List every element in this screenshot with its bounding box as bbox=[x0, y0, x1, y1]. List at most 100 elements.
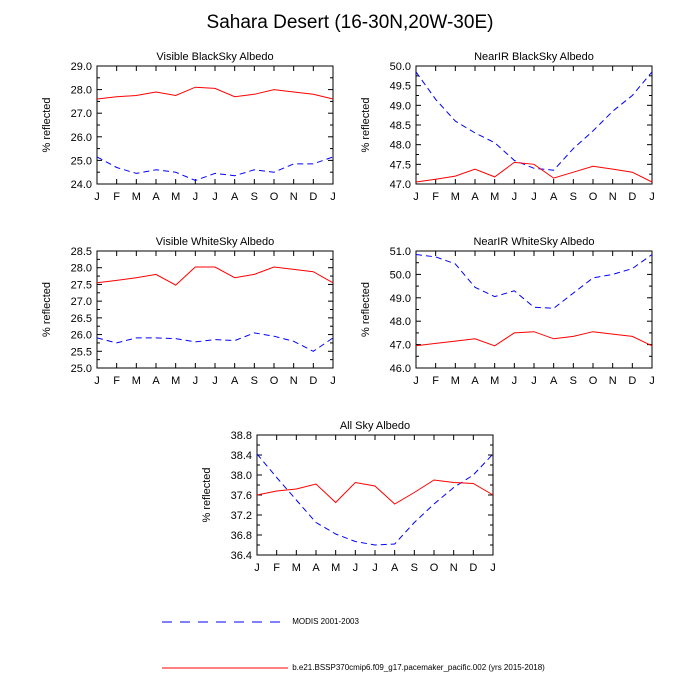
x-tick-label: A bbox=[471, 375, 479, 387]
panel-title: NearIR WhiteSky Albedo bbox=[473, 236, 594, 248]
x-tick-label: J bbox=[413, 191, 419, 203]
x-tick-label: J bbox=[330, 375, 336, 387]
x-tick-label: F bbox=[113, 375, 120, 387]
x-tick-label: A bbox=[231, 375, 239, 387]
x-tick-label: N bbox=[609, 375, 617, 387]
plot-frame bbox=[415, 65, 653, 185]
x-tick-label: D bbox=[628, 375, 636, 387]
y-tick-label: 27.0 bbox=[71, 108, 92, 120]
plot-frame bbox=[415, 250, 653, 369]
x-tick-label: F bbox=[273, 562, 280, 574]
legend-swatch-modis bbox=[162, 621, 288, 623]
y-tick-label: 47.0 bbox=[390, 340, 411, 352]
x-tick-label: N bbox=[450, 562, 458, 574]
y-axis-label: % reflected bbox=[360, 97, 372, 152]
x-tick-label: J bbox=[490, 562, 496, 574]
x-tick-label: S bbox=[411, 562, 418, 574]
chart-panel-2: NearIR BlackSky Albedo % reflected 47.0 47.… bbox=[360, 51, 655, 203]
x-tick-label: S bbox=[251, 375, 258, 387]
x-tick-label: J bbox=[531, 375, 537, 387]
x-tick-label: D bbox=[469, 562, 477, 574]
x-tick-label: J bbox=[353, 562, 359, 574]
series-line-model bbox=[415, 161, 653, 183]
y-tick-label: 47.5 bbox=[390, 159, 411, 171]
x-tick-label: O bbox=[589, 191, 598, 203]
y-tick-label: 37.6 bbox=[231, 490, 252, 502]
x-tick-label: F bbox=[432, 375, 439, 387]
x-tick-label: A bbox=[231, 191, 239, 203]
y-tick-label: 26.5 bbox=[71, 313, 92, 325]
panel-title: All Sky Albedo bbox=[340, 420, 410, 432]
x-tick-label: N bbox=[609, 191, 617, 203]
x-tick-label: F bbox=[432, 191, 439, 203]
x-tick-label: A bbox=[152, 375, 160, 387]
x-tick-label: M bbox=[490, 191, 499, 203]
y-axis-label: % reflected bbox=[41, 97, 53, 152]
x-tick-label: S bbox=[570, 375, 577, 387]
figure-title: Sahara Desert (16-30N,20W-30E) bbox=[206, 12, 494, 33]
legend-entry-model: b.e21.BSSP370cmip6.f09_g17.pacemaker_pac… bbox=[160, 663, 545, 672]
x-tick-label: A bbox=[471, 191, 479, 203]
y-axis-label: % reflected bbox=[41, 282, 53, 337]
x-tick-label: J bbox=[254, 562, 260, 574]
chart-panel-5: All Sky Albedo % reflected 36.4 36.8 37.2 37.… bbox=[201, 420, 496, 574]
legend-entry-modis: MODIS 2001-2003 bbox=[160, 617, 359, 626]
x-tick-label: A bbox=[550, 191, 558, 203]
x-tick-label: M bbox=[331, 562, 340, 574]
x-tick-label: J bbox=[212, 191, 218, 203]
x-tick-label: J bbox=[649, 375, 655, 387]
x-tick-label: J bbox=[94, 375, 100, 387]
y-tick-label: 49.0 bbox=[390, 293, 411, 305]
x-tick-label: J bbox=[94, 191, 100, 203]
y-tick-label: 29.0 bbox=[71, 61, 92, 73]
y-tick-label: 48.5 bbox=[390, 120, 411, 132]
x-tick-label: D bbox=[309, 375, 317, 387]
y-axis-label: % reflected bbox=[360, 282, 372, 337]
y-tick-label: 51.0 bbox=[390, 246, 411, 258]
y-tick-label: 36.4 bbox=[231, 550, 252, 562]
y-tick-label: 46.0 bbox=[390, 363, 411, 375]
panel-title: Visible WhiteSky Albedo bbox=[156, 236, 274, 248]
y-tick-label: 25.0 bbox=[71, 155, 92, 167]
x-tick-label: O bbox=[589, 375, 598, 387]
y-tick-label: 25.0 bbox=[71, 363, 92, 375]
series-line-modis bbox=[415, 71, 653, 171]
x-tick-label: M bbox=[132, 191, 141, 203]
x-tick-label: O bbox=[430, 562, 439, 574]
y-tick-label: 49.5 bbox=[390, 81, 411, 93]
y-tick-label: 28.0 bbox=[71, 263, 92, 275]
y-tick-label: 24.0 bbox=[71, 179, 92, 191]
y-tick-label: 50.0 bbox=[390, 61, 411, 73]
series-line-modis bbox=[96, 332, 334, 352]
series-line-model bbox=[96, 266, 334, 286]
x-tick-label: A bbox=[550, 375, 558, 387]
x-tick-label: M bbox=[451, 375, 460, 387]
x-tick-label: M bbox=[132, 375, 141, 387]
x-tick-label: J bbox=[413, 375, 419, 387]
series-line-modis bbox=[96, 156, 334, 182]
y-tick-label: 38.0 bbox=[231, 470, 252, 482]
x-tick-label: F bbox=[113, 191, 120, 203]
y-tick-label: 26.0 bbox=[71, 132, 92, 144]
legend-label-model: b.e21.BSSP370cmip6.f09_g17.pacemaker_pac… bbox=[292, 663, 545, 672]
y-tick-label: 50.0 bbox=[390, 269, 411, 281]
x-tick-label: J bbox=[212, 375, 218, 387]
y-tick-label: 38.4 bbox=[231, 450, 252, 462]
x-tick-label: S bbox=[251, 191, 258, 203]
y-tick-label: 27.5 bbox=[71, 279, 92, 291]
y-tick-label: 49.0 bbox=[390, 100, 411, 112]
y-tick-label: 25.5 bbox=[71, 346, 92, 358]
x-tick-label: M bbox=[451, 191, 460, 203]
x-tick-label: J bbox=[649, 191, 655, 203]
x-tick-label: A bbox=[152, 191, 160, 203]
y-tick-label: 27.0 bbox=[71, 296, 92, 308]
legend-label-modis: MODIS 2001-2003 bbox=[292, 617, 359, 626]
plot-frame bbox=[96, 65, 334, 185]
plot-frame bbox=[96, 250, 334, 369]
series-line-modis bbox=[415, 254, 653, 309]
x-tick-label: D bbox=[628, 191, 636, 203]
x-tick-label: J bbox=[512, 375, 518, 387]
legend-swatch-model bbox=[162, 667, 288, 669]
y-tick-label: 28.5 bbox=[71, 246, 92, 258]
